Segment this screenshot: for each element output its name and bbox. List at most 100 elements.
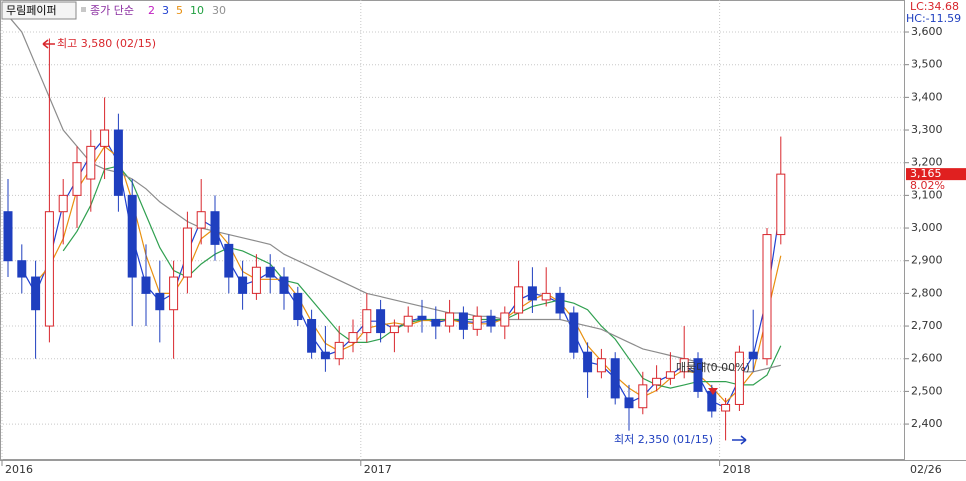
candle-body [210, 211, 220, 245]
candle-body [389, 325, 399, 334]
x-tick-label: 2017 [364, 463, 392, 476]
ma-label: 종가 단순 [90, 4, 134, 17]
candle-body [251, 266, 261, 294]
stock-name[interactable]: 무림페이퍼 [6, 4, 57, 17]
candle-body [182, 227, 192, 278]
candle-body [265, 266, 275, 278]
ma-period: 5 [176, 4, 183, 17]
ma-period: 30 [212, 4, 226, 17]
candle-body [665, 371, 675, 379]
ma-period: 3 [162, 4, 169, 17]
ma-period: 2 [148, 4, 155, 17]
candle-body [734, 351, 744, 405]
candle-body [748, 351, 758, 360]
candle-body [362, 309, 372, 334]
y-tick-label: 2,500 [911, 384, 943, 397]
candle-body [514, 286, 524, 314]
candle-body [762, 234, 772, 360]
candle-body [583, 351, 593, 373]
high-arrow [42, 39, 55, 49]
candle-body [417, 315, 427, 321]
candle-body [127, 194, 137, 278]
hc-label: HC:-11.59 [906, 12, 961, 25]
candle-body [293, 292, 303, 321]
grid [0, 0, 909, 466]
y-tick-label: 3,400 [911, 90, 943, 103]
y-tick-label: 3,600 [911, 25, 943, 38]
candle-body [555, 292, 565, 314]
candle-body [776, 173, 786, 236]
candle-body [307, 319, 317, 353]
candle-body [472, 315, 482, 330]
candle-body [17, 260, 27, 278]
candle-body [44, 211, 54, 327]
candle-body [86, 145, 96, 180]
candle-body [113, 129, 123, 196]
zone-marker [708, 388, 718, 395]
candle-body [500, 312, 510, 327]
low-arrow [732, 435, 747, 445]
candle-body [3, 211, 13, 262]
candle-body [376, 309, 386, 334]
plot-border [0, 0, 905, 460]
candle-body [58, 194, 68, 213]
y-tick-label: 2,900 [911, 254, 943, 267]
candle-body [348, 332, 358, 343]
candle-body [693, 358, 703, 392]
candle-body [100, 129, 110, 147]
candle-body [238, 276, 248, 294]
candle-body [72, 162, 82, 196]
candle-body [638, 384, 648, 409]
y-tick-label: 2,800 [911, 286, 943, 299]
low-annotation: 최저 2,350 (01/15) [614, 433, 713, 446]
y-tick-label: 2,400 [911, 417, 943, 430]
candle-body [624, 397, 634, 409]
candle-body [224, 243, 234, 278]
y-tick-label: 3,300 [911, 123, 943, 136]
price-tag [906, 168, 966, 181]
lc-label: LC:34.68 [910, 0, 959, 13]
candle-body [445, 312, 455, 327]
y-tick-label: 3,500 [911, 58, 943, 71]
candle-body [569, 312, 579, 353]
candle-body [31, 276, 41, 311]
candle-body [334, 341, 344, 360]
zone-annotation: 매물대(0.00%) [676, 361, 750, 374]
candle-body [610, 358, 620, 399]
stock-name-box[interactable] [1, 1, 77, 20]
candle-body [141, 276, 151, 294]
candle-body [707, 390, 717, 412]
candle-body [458, 312, 468, 330]
x-tick-label: 2018 [723, 463, 751, 476]
ma-period: 10 [190, 4, 204, 17]
ma-line [7, 15, 781, 373]
x-tick-label: 2016 [5, 463, 33, 476]
change-label: 8.02% [910, 179, 945, 192]
candle-body [652, 377, 662, 386]
candles [3, 38, 786, 441]
y-tick-label: 3,000 [911, 221, 943, 234]
candle-body [541, 292, 551, 301]
candle-body [169, 276, 179, 311]
y-tick-label: 3,100 [911, 188, 943, 201]
candle-body [279, 276, 289, 294]
candle-body [596, 358, 606, 373]
y-tick-label: 2,600 [911, 352, 943, 365]
candle-body [486, 315, 496, 327]
candle-body [431, 319, 441, 327]
y-tick-label: 2,700 [911, 319, 943, 332]
y-tick-label: 3,200 [911, 156, 943, 169]
high-annotation: 최고 3,580 (02/15) [57, 37, 156, 50]
candle-body [679, 358, 689, 373]
candle-body [196, 211, 206, 229]
candle-body [721, 403, 731, 412]
price-tag-label: 3,165 [910, 167, 942, 180]
last-date-label: 02/26 [910, 463, 942, 476]
candle-body [155, 292, 165, 311]
icon [81, 7, 86, 12]
candle-body [320, 351, 330, 360]
candle-body [403, 315, 413, 327]
